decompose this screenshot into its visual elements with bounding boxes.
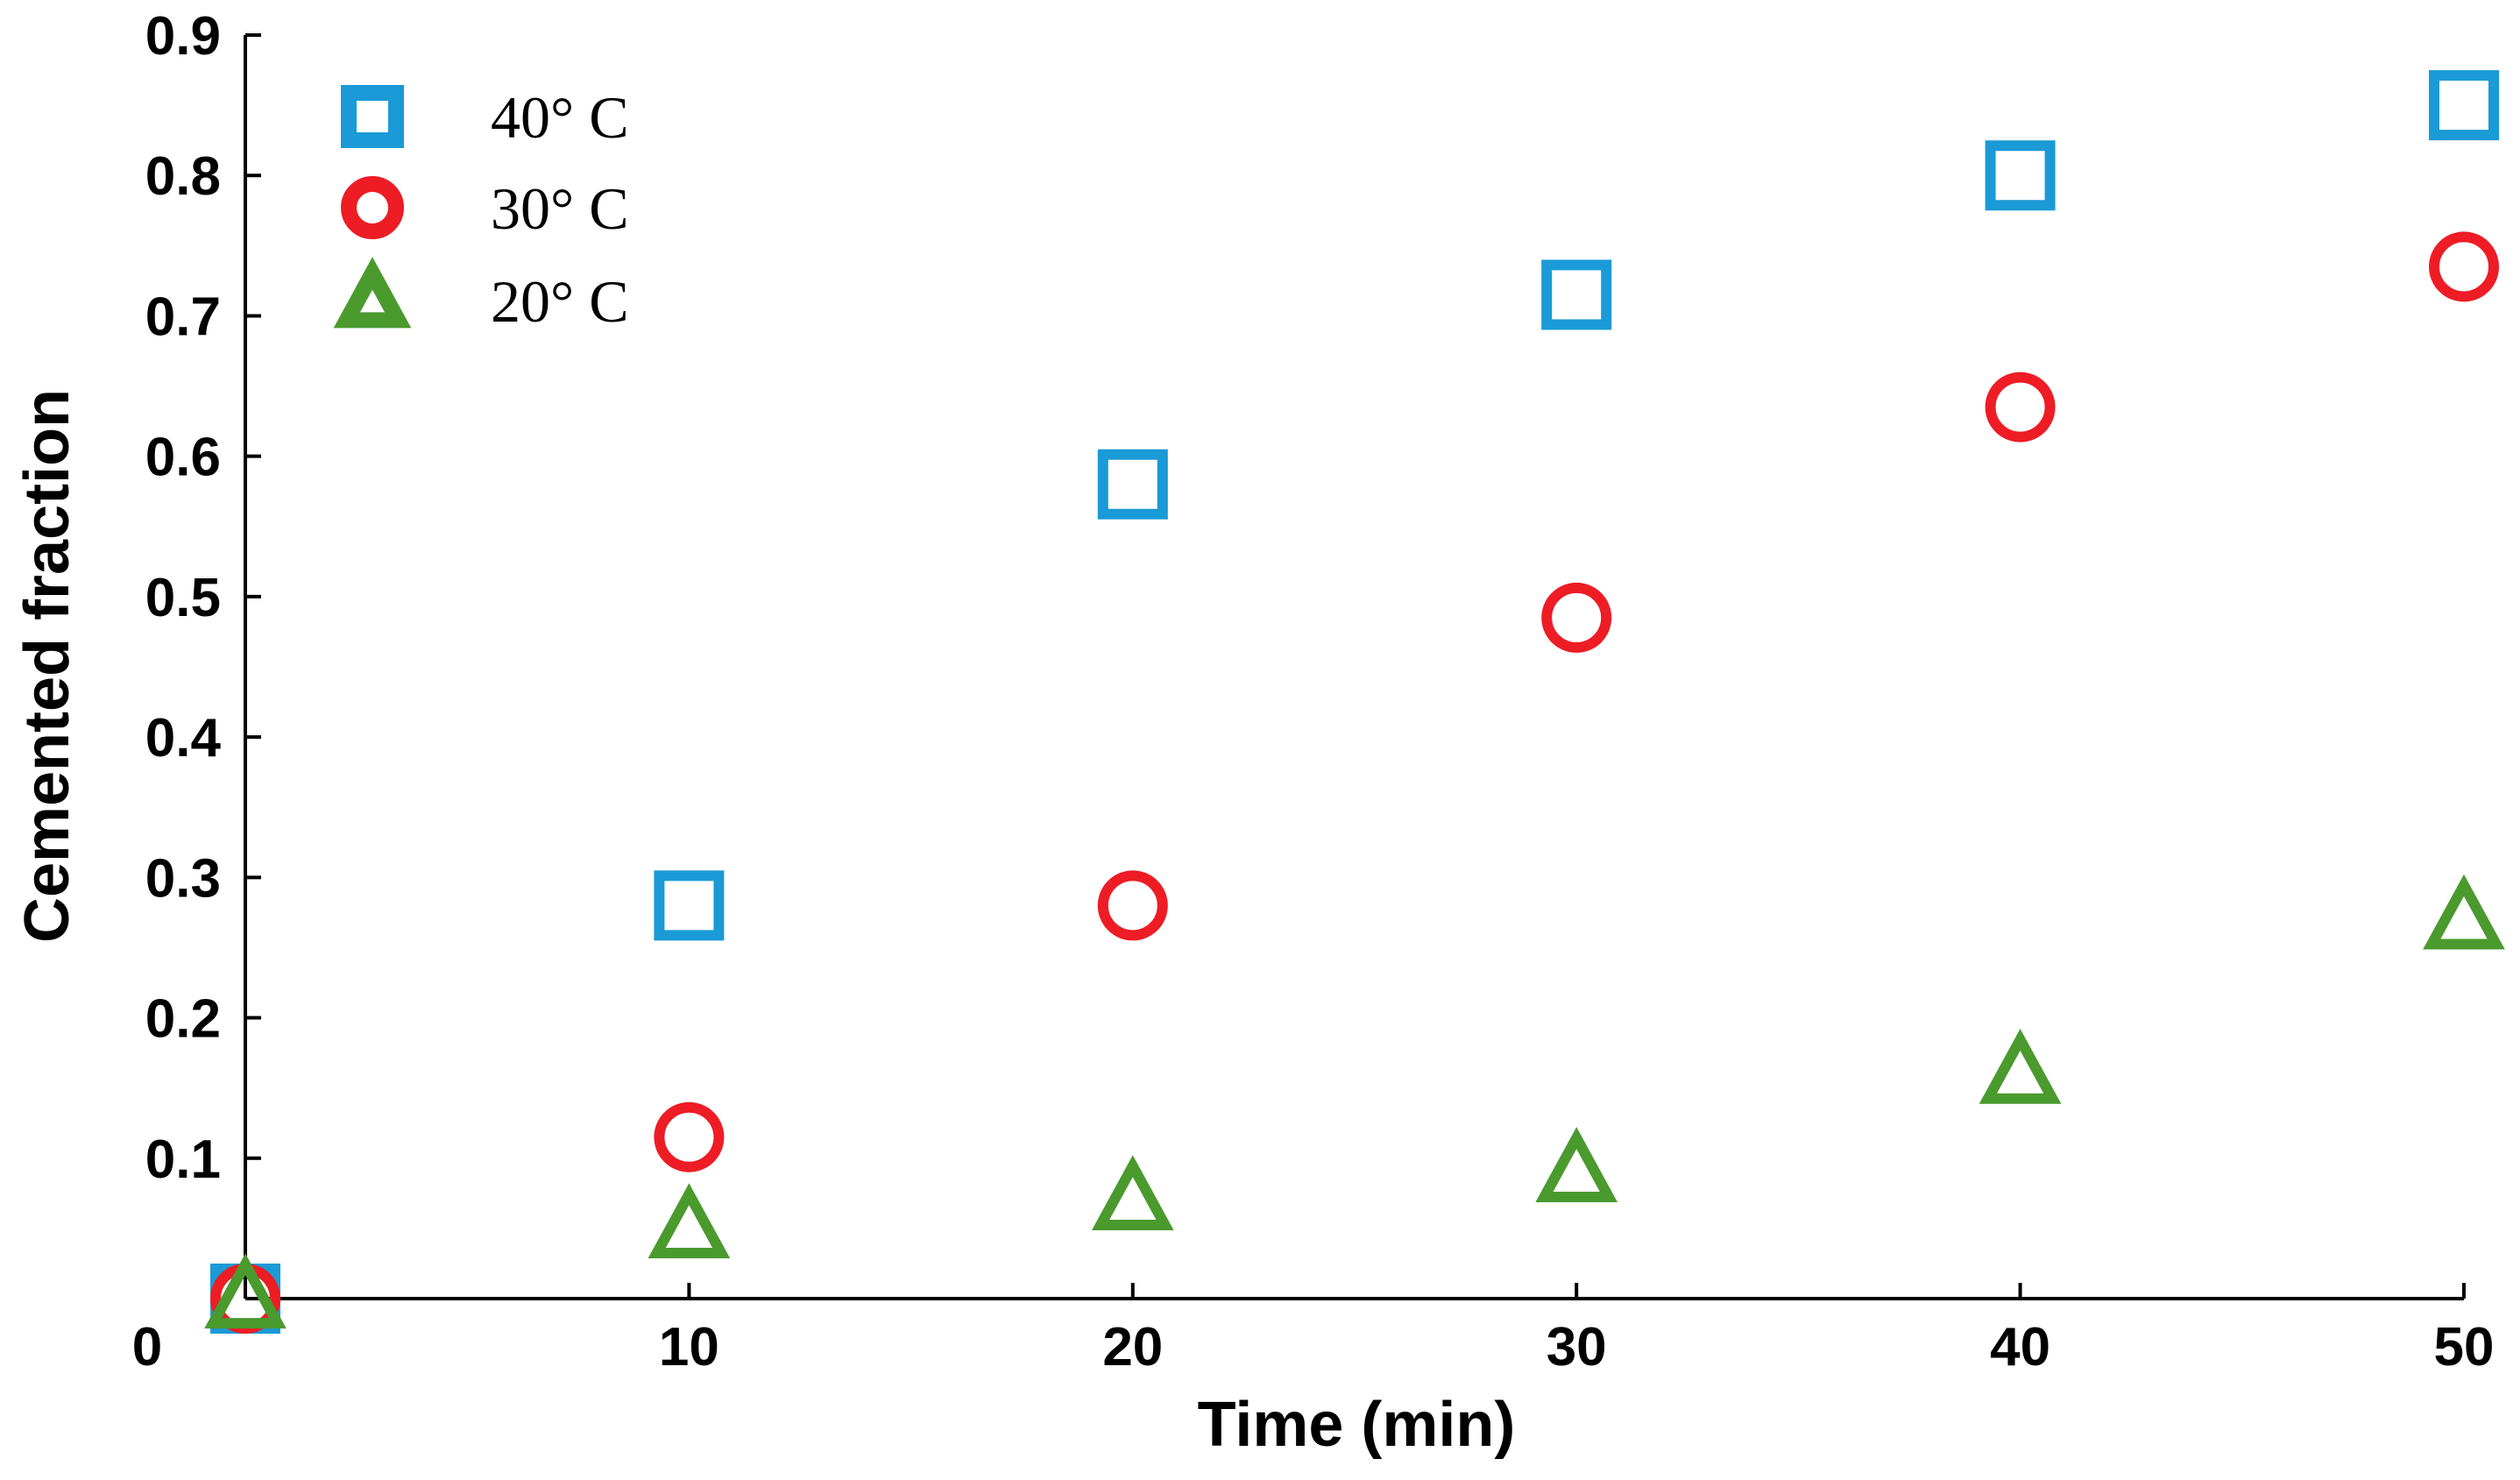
series-square bbox=[210, 70, 2499, 1334]
x-tick-label: 40 bbox=[1990, 1317, 2050, 1377]
triangle-data-point bbox=[648, 1183, 731, 1259]
x-tick-label: 20 bbox=[1102, 1317, 1163, 1377]
square-data-point bbox=[654, 870, 725, 941]
axes bbox=[244, 33, 2466, 1300]
square-data-point bbox=[1097, 449, 1168, 520]
y-tick-label: 0.1 bbox=[145, 1129, 221, 1190]
y-tick-label: 0.2 bbox=[145, 989, 221, 1050]
origin-tick-label: 0 bbox=[132, 1317, 162, 1377]
legend-label: 20° C bbox=[491, 268, 629, 335]
data-points bbox=[204, 70, 2505, 1334]
triangle-data-point bbox=[2423, 874, 2505, 950]
legend: 40° C 30° C 20° C bbox=[333, 84, 629, 335]
circle-data-point bbox=[1097, 870, 1168, 941]
legend-marker-circle bbox=[341, 176, 404, 239]
y-tick-label: 0.3 bbox=[145, 848, 221, 909]
triangle-data-point bbox=[204, 1253, 287, 1329]
triangle-data-point bbox=[1535, 1127, 1618, 1202]
x-tick-label: 30 bbox=[1547, 1317, 1607, 1377]
circle-data-point bbox=[1985, 372, 2056, 443]
square-data-point bbox=[1541, 259, 1612, 330]
circle-data-point bbox=[2429, 231, 2499, 302]
circle-data-point bbox=[654, 1101, 725, 1172]
y-tick-label: 0.8 bbox=[145, 146, 221, 207]
legend-label: 30° C bbox=[491, 175, 629, 242]
legend-label: 40° C bbox=[491, 84, 629, 151]
legend-marker-triangle bbox=[333, 257, 412, 329]
legend-marker-square bbox=[341, 85, 404, 148]
y-tick-label: 0.6 bbox=[145, 428, 221, 488]
series-circle bbox=[210, 231, 2499, 1334]
square-data-point bbox=[2429, 70, 2499, 141]
y-tick-label: 0.9 bbox=[145, 6, 221, 67]
y-tick-label: 0.7 bbox=[145, 287, 221, 347]
y-tick-label: 0.4 bbox=[145, 708, 222, 768]
circle-data-point bbox=[1541, 582, 1612, 653]
y-tick-label: 0.5 bbox=[145, 568, 221, 628]
tick-labels: 0.1 0.2 0.3 0.4 0.5 0.6 0.7 0.8 0.9 10 20 30 40 50 0 bbox=[132, 6, 2495, 1377]
triangle-data-point bbox=[1091, 1155, 1174, 1230]
square-data-point bbox=[1985, 140, 2056, 211]
x-axis-title: Time (min) bbox=[1198, 1390, 1516, 1460]
y-axis-title: Cemented fraction bbox=[12, 389, 82, 943]
series-triangle bbox=[204, 874, 2505, 1329]
triangle-data-point bbox=[1978, 1029, 2062, 1104]
x-tick-label: 50 bbox=[2434, 1317, 2495, 1377]
x-tick-label: 10 bbox=[659, 1317, 719, 1377]
